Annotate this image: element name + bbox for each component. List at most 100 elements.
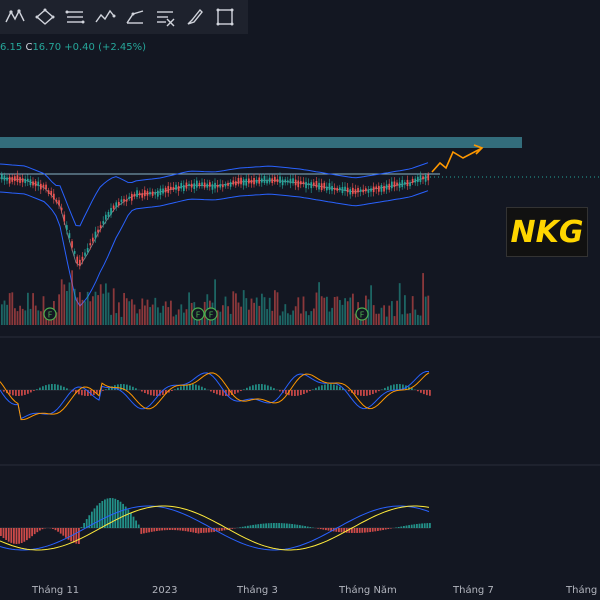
fib-icon[interactable] — [62, 3, 88, 31]
macd-signal-line — [0, 505, 430, 551]
oscillator-histogram-bar — [198, 385, 200, 390]
forecast-icon[interactable] — [152, 3, 178, 31]
shape-icon[interactable] — [32, 3, 58, 31]
candle-body — [365, 188, 367, 192]
candle-body — [253, 177, 255, 185]
oscillator-histogram-bar — [366, 390, 368, 396]
resistance-zone[interactable] — [0, 137, 522, 148]
candle-body — [380, 185, 383, 192]
oscillator-histogram-bar — [135, 388, 137, 390]
candle-body — [393, 181, 396, 188]
oscillator-histogram-bar — [126, 384, 128, 390]
oscillator-histogram-bar — [360, 390, 362, 396]
forecast-arrow[interactable] — [431, 144, 484, 173]
x-axis-label: Tháng 3 — [237, 585, 278, 596]
volume-bar — [289, 314, 292, 325]
oscillator-histogram-bar — [156, 390, 158, 396]
pattern-icon[interactable] — [2, 3, 28, 31]
volume-bar — [276, 292, 279, 325]
candle-body — [333, 187, 336, 190]
macd-histogram-bar — [371, 528, 374, 532]
candle-body — [362, 189, 365, 193]
candle-body — [354, 189, 357, 194]
oscillator-histogram-bar — [264, 384, 266, 390]
oscillator-histogram-bar — [354, 390, 356, 395]
volume-bar — [6, 304, 8, 325]
event-marker-circle — [191, 307, 205, 321]
volume-bar — [339, 300, 341, 325]
candle-body — [203, 182, 206, 188]
volume-bar — [404, 295, 406, 325]
oscillator-histogram-bar — [177, 387, 179, 390]
oscillator-histogram-bar — [312, 389, 314, 390]
oscillator-histogram-bar — [327, 384, 329, 390]
candle-body — [287, 180, 289, 183]
candle-body — [331, 185, 333, 191]
oscillator-histogram-bar — [249, 386, 251, 390]
macd-histogram-bar — [197, 528, 200, 534]
time-axis[interactable]: Tháng 11 2023 Tháng 3 Tháng Năm Tháng 7 … — [0, 578, 600, 600]
volume-bar — [141, 298, 144, 325]
oscillator-histogram-bar — [306, 390, 308, 393]
volume-bar — [367, 299, 370, 325]
macd-histogram-bar — [109, 498, 111, 528]
oscillator-histogram-bar — [426, 390, 428, 396]
oscillator-histogram-bar — [429, 390, 431, 396]
candle-body — [232, 180, 235, 185]
oscillator-histogram-bar — [105, 389, 107, 390]
event-marker: F — [355, 307, 369, 321]
candle-body — [261, 178, 263, 183]
volume-bar — [8, 293, 11, 325]
oscillator-histogram-bar — [180, 386, 182, 390]
candle-body — [40, 183, 42, 190]
volume-bar — [11, 292, 14, 325]
macd-histogram-bar — [41, 528, 44, 530]
macd-histogram-bar — [418, 523, 421, 528]
volume-bar — [99, 284, 102, 325]
oscillator-histogram-bar — [303, 390, 305, 394]
oscillator-histogram-bar — [78, 390, 80, 395]
rectangle-icon[interactable] — [212, 3, 238, 31]
event-marker-label: F — [209, 311, 214, 320]
oscillator-histogram-bar — [369, 390, 371, 396]
macd-histogram-bar — [306, 526, 309, 528]
candle-body — [6, 177, 8, 181]
macd-histogram-bar — [358, 528, 361, 533]
oscillator-histogram-bar — [219, 390, 221, 396]
oscillator-histogram-bar — [48, 384, 50, 390]
oscillator-histogram-bar — [324, 384, 326, 390]
volume-bar — [131, 299, 133, 325]
volume-bar — [185, 309, 188, 325]
volume-bar — [388, 305, 391, 325]
macd-histogram-bar — [353, 528, 356, 533]
macd-histogram-bar — [85, 519, 88, 528]
volume-bar — [201, 315, 203, 325]
macd-histogram-bar — [111, 498, 114, 528]
volume-bar — [146, 299, 149, 325]
oscillator-histogram-bar — [399, 384, 401, 390]
oscillator-histogram-bar — [228, 390, 230, 396]
macd-histogram-bar — [410, 524, 413, 528]
oscillator-histogram-bar — [378, 390, 380, 392]
event-marker-circle — [204, 307, 218, 321]
macd-histogram-bar — [5, 528, 7, 540]
volume-bar — [310, 311, 313, 325]
candle-body — [162, 188, 164, 194]
volume-bar — [380, 307, 383, 325]
candle-body — [151, 191, 154, 196]
candle-body — [180, 183, 183, 189]
macd-histogram-bar — [241, 526, 244, 528]
brush-icon[interactable] — [182, 3, 208, 31]
macd-histogram-bar — [223, 528, 226, 531]
volume-bar — [281, 311, 284, 325]
candle-body — [302, 181, 305, 184]
oscillator-histogram-bar — [321, 385, 323, 390]
macd-histogram-bar — [153, 528, 156, 532]
macd-histogram-bar — [317, 528, 319, 529]
wave-icon[interactable] — [92, 3, 118, 31]
macd-histogram-bar — [176, 528, 179, 531]
volume-bar — [300, 313, 302, 325]
projection-icon[interactable] — [122, 3, 148, 31]
volume-bar — [172, 316, 175, 325]
